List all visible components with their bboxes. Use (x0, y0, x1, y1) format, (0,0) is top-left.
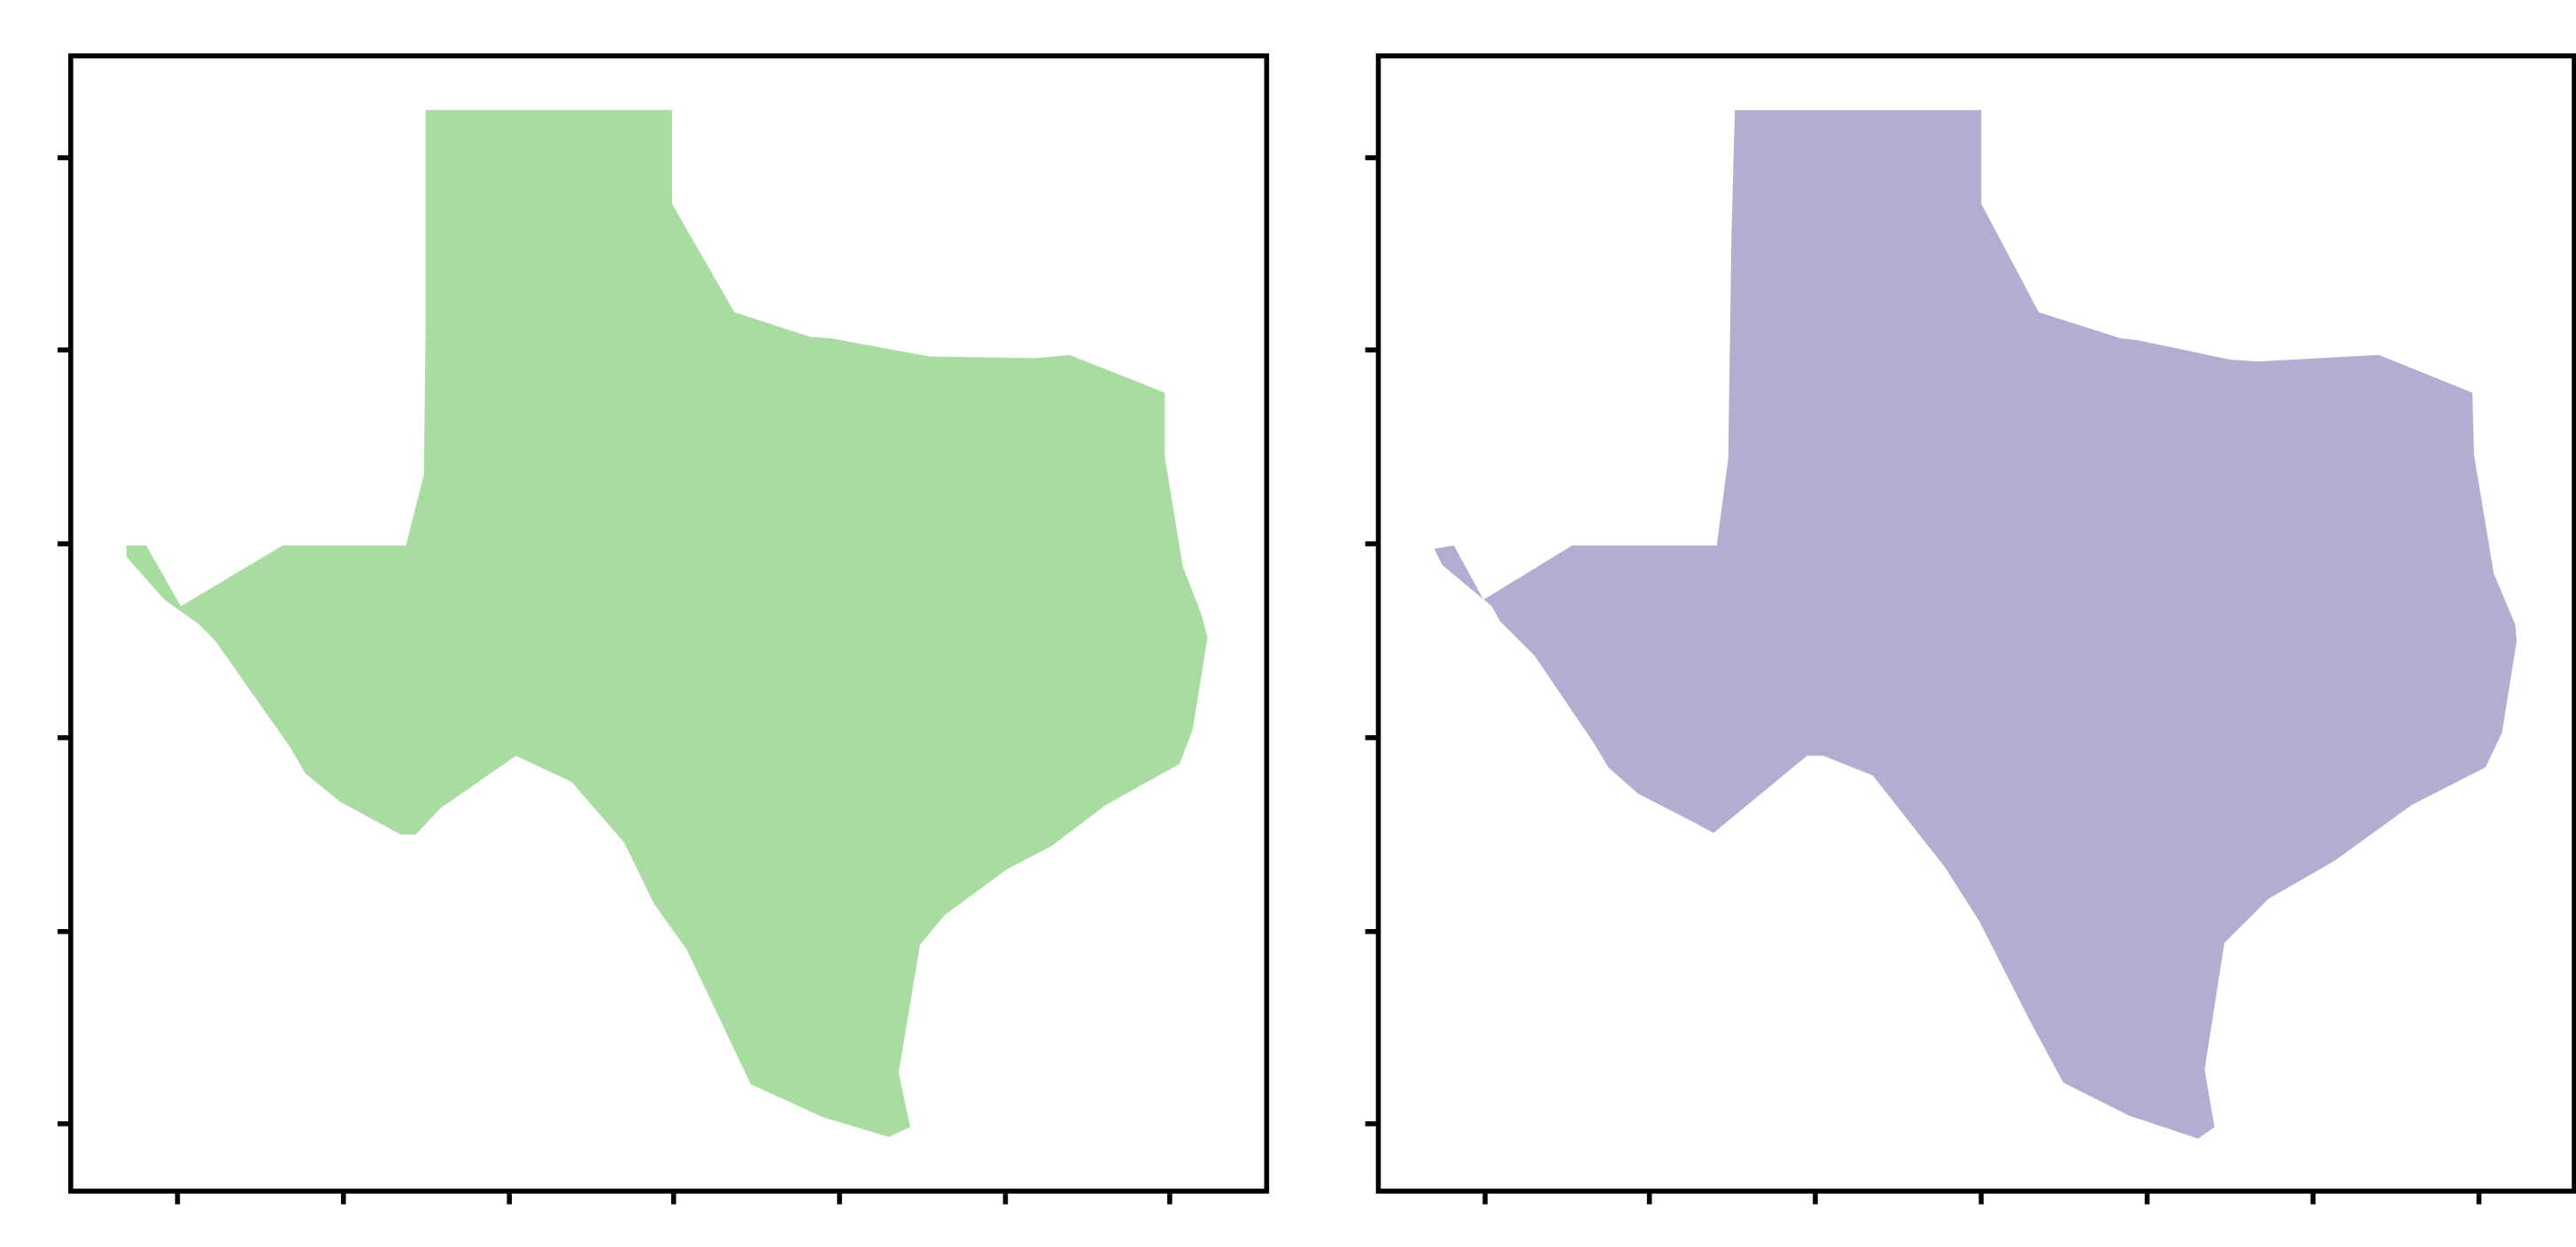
left-x-ticks (174, 1190, 1172, 1204)
left-map-panel (58, 53, 1270, 1204)
left-texas-region (126, 110, 1208, 1137)
left-y-ticks (58, 155, 71, 1127)
left-axes-frame (68, 53, 1270, 1194)
right-y-ticks (1365, 155, 1379, 1127)
right-texas-region (1434, 110, 2518, 1139)
right-map-panel (1365, 53, 2576, 1204)
right-x-ticks (1482, 1190, 2482, 1204)
right-axes-frame (1375, 53, 2576, 1194)
